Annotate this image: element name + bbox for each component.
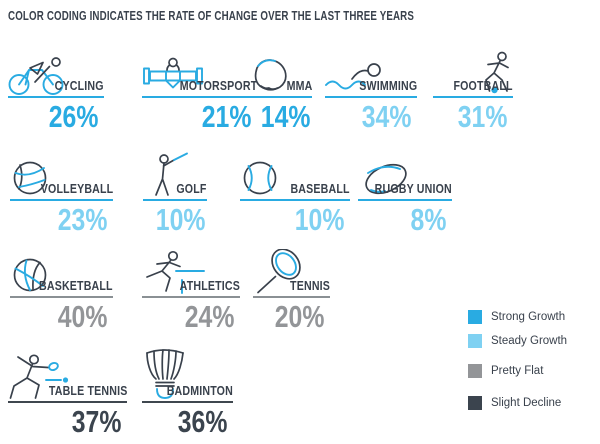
volleyball-icon xyxy=(10,158,50,198)
sport-value: 26% xyxy=(48,99,99,134)
pretty-flat-swatch xyxy=(468,364,482,378)
tennis-racquet-icon xyxy=(253,248,305,295)
sport-card-athletics: ATHLETICS 24% xyxy=(142,250,240,334)
sport-value: 20% xyxy=(274,299,325,334)
divider-rule xyxy=(142,296,240,298)
sport-card-baseball: BASEBALL 10% xyxy=(240,157,350,235)
sport-value: 10% xyxy=(155,202,206,237)
mma-glove-icon xyxy=(248,55,292,95)
sport-label: MOTORSPORT xyxy=(179,79,257,93)
sport-card-badminton: BADMINTON 36% xyxy=(142,349,233,439)
sport-value: 10% xyxy=(294,202,345,237)
divider-rule xyxy=(325,96,417,98)
divider-rule xyxy=(142,96,257,98)
steady-growth-swatch xyxy=(468,334,482,348)
sport-label: SWIMMING xyxy=(358,79,417,93)
divider-rule xyxy=(358,199,452,201)
sport-label: BASKETBALL xyxy=(39,279,113,293)
legend-item-steady-growth: Steady Growth xyxy=(468,334,567,348)
sport-card-golf: GOLF 10% xyxy=(143,152,207,237)
divider-rule xyxy=(8,96,104,98)
sport-label: ATHLETICS xyxy=(179,279,240,293)
sport-value: 31% xyxy=(457,99,508,134)
divider-rule xyxy=(433,96,513,98)
divider-rule xyxy=(143,199,207,201)
sport-card-volleyball: VOLLEYBALL 23% xyxy=(10,157,113,235)
sport-label: BASEBALL xyxy=(290,182,350,196)
divider-rule xyxy=(248,96,312,98)
table-tennis-player-icon xyxy=(8,352,70,400)
sport-label: VOLLEYBALL xyxy=(40,182,113,196)
sport-card-motorsport: MOTORSPORT 21% xyxy=(142,54,257,132)
slight-decline-swatch xyxy=(468,396,482,410)
sport-value: 14% xyxy=(260,99,311,134)
sport-value: 23% xyxy=(57,202,108,237)
sport-value: 8% xyxy=(410,202,447,237)
divider-rule xyxy=(240,199,350,201)
sport-value: 37% xyxy=(71,404,122,439)
sport-label: RUGBY UNION xyxy=(374,182,452,196)
divider-rule xyxy=(10,296,113,298)
cycling-icon xyxy=(8,55,66,95)
divider-rule xyxy=(8,401,127,403)
legend-item-slight-decline: Slight Decline xyxy=(468,396,561,410)
page-title: COLOR CODING INDICATES THE RATE OF CHANG… xyxy=(8,8,415,23)
sport-label: TENNIS xyxy=(290,279,330,293)
badminton-shuttlecock-icon xyxy=(142,348,186,400)
legend-item-strong-growth: Strong Growth xyxy=(468,310,565,324)
rugby-ball-icon xyxy=(358,160,414,198)
sport-label: BADMINTON xyxy=(166,384,233,398)
sport-label: MMA xyxy=(286,79,312,93)
sport-label: FOOTBALL xyxy=(453,79,513,93)
sport-value: 21% xyxy=(201,99,252,134)
sport-value: 36% xyxy=(177,404,228,439)
sport-value: 40% xyxy=(57,299,108,334)
sport-value: 24% xyxy=(184,299,235,334)
divider-rule xyxy=(253,296,330,298)
divider-rule xyxy=(10,199,113,201)
legend-label: Slight Decline xyxy=(491,397,562,409)
sport-card-rugby-union: RUGBY UNION 8% xyxy=(358,157,452,235)
sport-card-table-tennis: TABLE TENNIS 37% xyxy=(8,354,127,439)
strong-growth-swatch xyxy=(468,310,482,324)
divider-rule xyxy=(142,401,233,403)
baseball-icon xyxy=(240,158,280,198)
athletics-hurdler-icon xyxy=(142,249,208,295)
legend-label: Pretty Flat xyxy=(491,365,544,377)
sport-label: TABLE TENNIS xyxy=(48,384,127,398)
sport-card-basketball: BASKETBALL 40% xyxy=(10,254,113,332)
golf-player-icon xyxy=(143,152,195,198)
basketball-icon xyxy=(10,255,50,295)
sport-card-football: FOOTBALL 31% xyxy=(433,51,513,134)
sport-card-cycling: CYCLING 26% xyxy=(8,54,104,132)
sport-label: GOLF xyxy=(176,182,207,196)
legend-item-pretty-flat: Pretty Flat xyxy=(468,364,543,378)
sport-card-mma: MMA 14% xyxy=(248,54,312,132)
sport-value: 34% xyxy=(361,99,412,134)
sport-card-tennis: TENNIS 20% xyxy=(253,248,330,334)
swimming-icon xyxy=(325,61,387,95)
legend-label: Strong Growth xyxy=(491,311,566,323)
sport-label: CYCLING xyxy=(54,79,104,93)
football-player-icon xyxy=(475,51,519,95)
legend-label: Steady Growth xyxy=(491,335,568,347)
motorsport-icon xyxy=(142,55,204,95)
sport-card-swimming: SWIMMING 34% xyxy=(325,54,417,132)
